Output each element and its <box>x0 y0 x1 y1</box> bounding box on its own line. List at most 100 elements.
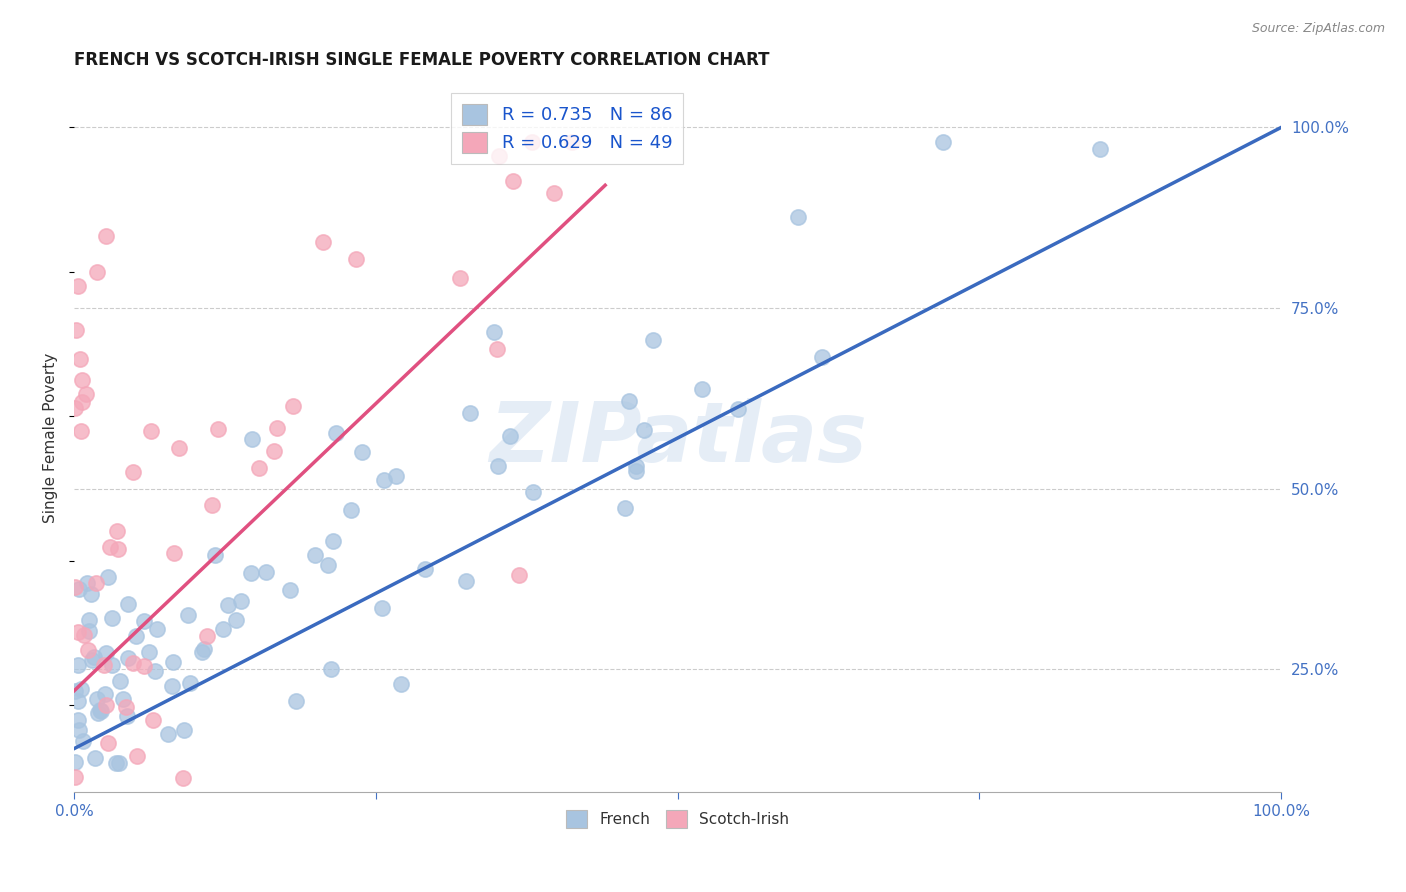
Point <box>75 387 97 401</box>
Point <box>98 540 121 554</box>
Point <box>488 149 510 163</box>
Point <box>384 469 406 483</box>
Point <box>139 424 162 438</box>
Point <box>247 460 270 475</box>
Point <box>217 599 239 613</box>
Point <box>65 323 87 337</box>
Point <box>72 733 94 747</box>
Point <box>63 770 86 784</box>
Point <box>94 698 117 713</box>
Point <box>69 351 91 366</box>
Point <box>157 727 180 741</box>
Point <box>63 580 86 594</box>
Point <box>543 186 565 201</box>
Point <box>201 498 224 512</box>
Point <box>70 373 93 387</box>
Point <box>66 279 89 293</box>
Point <box>304 549 326 563</box>
Point <box>72 628 94 642</box>
Point <box>97 570 120 584</box>
Point <box>373 473 395 487</box>
Text: FRENCH VS SCOTCH-IRISH SINGLE FEMALE POVERTY CORRELATION CHART: FRENCH VS SCOTCH-IRISH SINGLE FEMALE POV… <box>75 51 769 69</box>
Point <box>413 562 436 576</box>
Point <box>115 709 138 723</box>
Point <box>162 655 184 669</box>
Point <box>132 658 155 673</box>
Point <box>117 597 139 611</box>
Point <box>254 566 277 580</box>
Point <box>212 622 235 636</box>
Legend: French, Scotch-Irish: French, Scotch-Irish <box>560 804 796 834</box>
Point <box>142 713 165 727</box>
Point <box>132 615 155 629</box>
Point <box>179 676 201 690</box>
Point <box>83 650 105 665</box>
Point <box>125 629 148 643</box>
Point <box>97 736 120 750</box>
Point <box>449 270 471 285</box>
Point <box>66 713 89 727</box>
Point <box>204 549 226 563</box>
Point <box>1088 142 1111 156</box>
Point <box>316 558 339 572</box>
Point <box>811 350 834 364</box>
Point <box>613 501 636 516</box>
Point <box>70 682 93 697</box>
Point <box>90 704 112 718</box>
Point <box>520 135 543 149</box>
Point <box>263 444 285 458</box>
Point <box>77 642 100 657</box>
Point <box>108 756 131 770</box>
Point <box>932 135 955 149</box>
Point <box>177 608 200 623</box>
Point <box>195 629 218 643</box>
Point <box>115 700 138 714</box>
Point <box>107 524 129 539</box>
Point <box>67 658 90 673</box>
Point <box>280 582 302 597</box>
Point <box>502 174 524 188</box>
Point <box>643 333 665 347</box>
Point <box>281 399 304 413</box>
Point <box>624 464 647 478</box>
Point <box>163 546 186 560</box>
Point <box>107 541 129 556</box>
Point <box>84 751 107 765</box>
Point <box>321 662 343 676</box>
Point <box>63 401 86 415</box>
Point <box>389 676 412 690</box>
Point <box>101 658 124 673</box>
Point <box>522 484 544 499</box>
Point <box>787 211 810 225</box>
Point <box>350 444 373 458</box>
Point <box>122 465 145 479</box>
Point <box>125 748 148 763</box>
Point <box>173 723 195 737</box>
Point <box>121 656 143 670</box>
Point <box>67 582 90 596</box>
Point <box>340 503 363 517</box>
Point <box>86 575 108 590</box>
Point <box>67 723 90 738</box>
Point <box>67 624 90 639</box>
Point <box>193 642 215 657</box>
Point <box>485 342 508 356</box>
Point <box>101 611 124 625</box>
Point <box>191 645 214 659</box>
Point <box>70 395 93 409</box>
Point <box>86 692 108 706</box>
Point <box>80 653 103 667</box>
Point <box>371 601 394 615</box>
Point <box>266 421 288 435</box>
Point <box>229 594 252 608</box>
Text: Source: ZipAtlas.com: Source: ZipAtlas.com <box>1251 22 1385 36</box>
Point <box>70 424 93 438</box>
Point <box>172 771 194 785</box>
Point <box>110 674 132 689</box>
Point <box>325 426 347 441</box>
Point <box>484 325 506 339</box>
Point <box>633 423 655 437</box>
Point <box>727 401 749 416</box>
Point <box>143 664 166 678</box>
Point <box>89 703 111 717</box>
